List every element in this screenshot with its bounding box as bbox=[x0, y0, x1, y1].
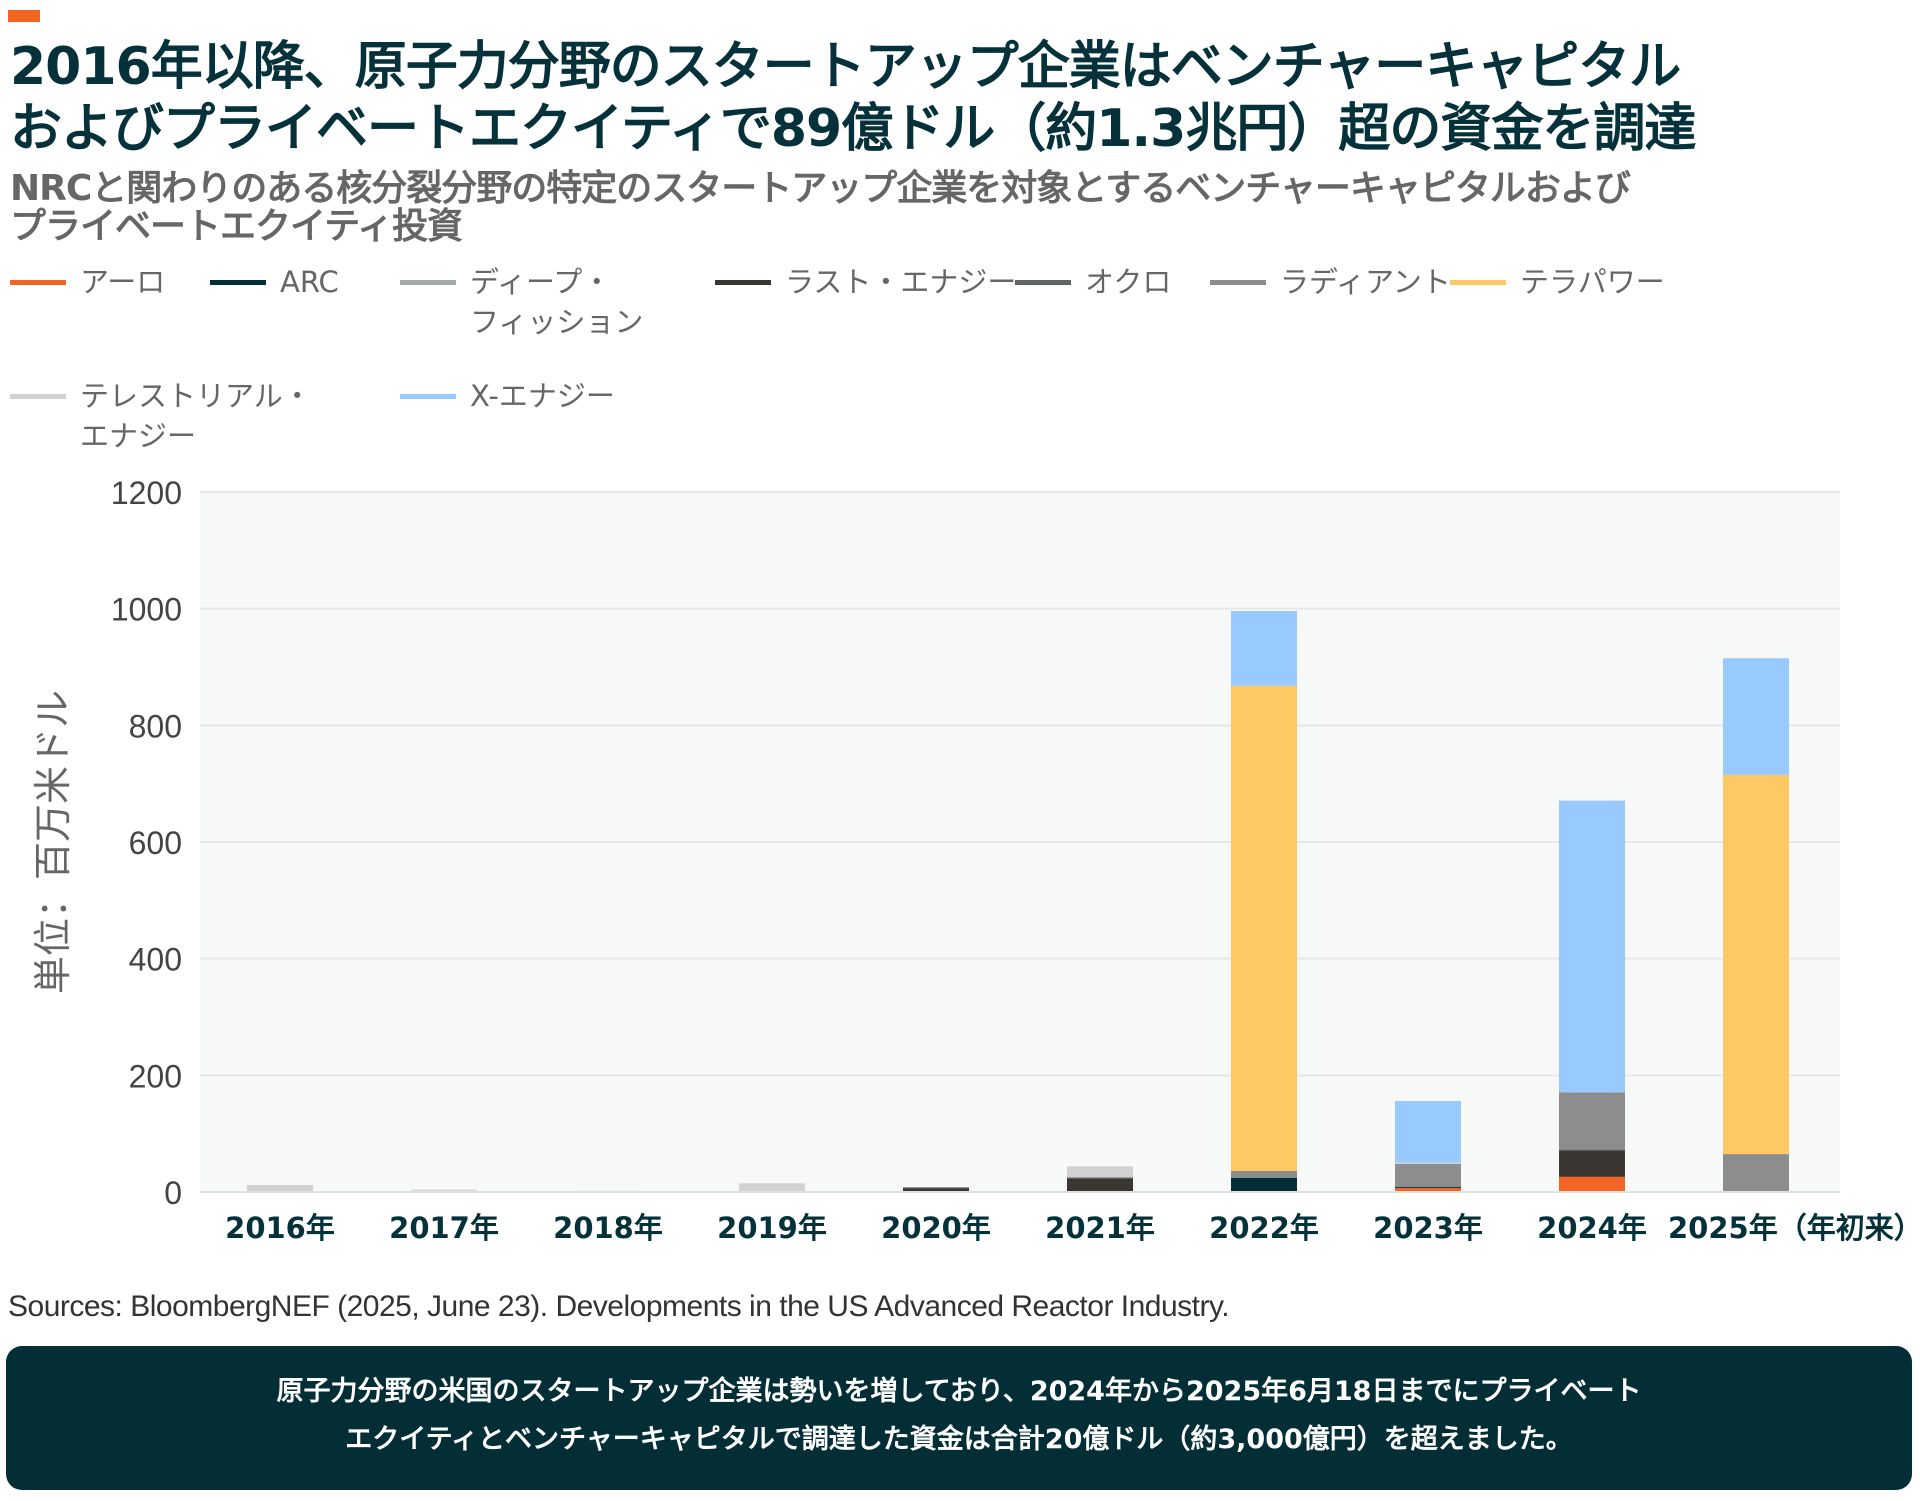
bar-segment bbox=[1559, 1176, 1625, 1192]
legend-label: ARC bbox=[280, 265, 339, 299]
chart-subtitle: NRCと関わりのある核分裂分野の特定のスタートアップ企業を対象とするベンチャーキ… bbox=[10, 170, 1910, 246]
title-line-2: およびプライベートエクイティで89億ドル（約1.3兆円）超の資金を調達 bbox=[10, 99, 1696, 159]
x-tick-label: 2018年 bbox=[553, 1211, 663, 1245]
y-axis-label: 単位：百万米ドル bbox=[31, 690, 75, 994]
x-tick-label: 2017年 bbox=[389, 1211, 499, 1245]
legend-label: ラディアント bbox=[1280, 265, 1451, 299]
legend-item: X-エナジー bbox=[400, 376, 615, 416]
legend-item: ディープ・ フィッション bbox=[400, 262, 643, 342]
x-tick-label: 2020年 bbox=[881, 1211, 991, 1245]
bar-segment bbox=[1231, 611, 1297, 686]
chart-title: 2016年以降、原子力分野のスタートアップ企業はベンチャーキャピタル およびプラ… bbox=[10, 36, 1910, 160]
bar-segment bbox=[1559, 800, 1625, 1093]
legend-label: オクロ bbox=[1085, 265, 1172, 299]
bar-segment bbox=[903, 1188, 969, 1192]
bar-segment bbox=[1723, 774, 1789, 1155]
bar-segment bbox=[1231, 685, 1297, 1171]
legend-item: ARC bbox=[210, 262, 339, 302]
stacked-bar-chart: 0 200 400 600 800 1000 1200 単位：百万米ドル 2016年 2017年 2… bbox=[31, 475, 1920, 1245]
legend-label: アーロ bbox=[80, 265, 166, 299]
bar-segment bbox=[411, 1189, 477, 1192]
bar-segment bbox=[1395, 1162, 1461, 1164]
bar-segment bbox=[247, 1185, 313, 1192]
legend-item: ラスト・エナジー bbox=[715, 262, 1016, 302]
y-tick-label: 200 bbox=[129, 1058, 182, 1094]
bar-segment bbox=[1395, 1187, 1461, 1192]
legend-label: X-エナジー bbox=[470, 379, 615, 413]
y-tick-label: 600 bbox=[129, 825, 182, 861]
bar-segment bbox=[1559, 1150, 1625, 1177]
legend-swatch bbox=[1015, 280, 1071, 285]
legend-label: テラパワー bbox=[1520, 265, 1665, 299]
callout-line-2: エクイティとベンチャーキャピタルで調達した資金は合計20億ドル（約3,000億円… bbox=[345, 1424, 1573, 1455]
y-tick-label: 800 bbox=[129, 708, 182, 744]
bar-segment bbox=[1067, 1177, 1133, 1179]
legend-swatch bbox=[10, 280, 66, 285]
legend-swatch bbox=[10, 394, 66, 399]
accent-mark bbox=[8, 10, 40, 22]
source-note: Sources: BloombergNEF (2025, June 23). D… bbox=[8, 1290, 1230, 1323]
subtitle-line-1: NRCと関わりのある核分裂分野の特定のスタートアップ企業を対象とするベンチャーキ… bbox=[10, 168, 1631, 209]
y-tick-label: 1000 bbox=[111, 592, 182, 628]
bar-segment bbox=[1559, 1092, 1625, 1150]
bar-segment bbox=[1067, 1166, 1133, 1178]
x-tick-label: 2021年 bbox=[1045, 1211, 1155, 1245]
legend-label: ディープ・ フィッション bbox=[470, 265, 644, 339]
legend-label: テレストリアル・ エナジー bbox=[80, 379, 312, 453]
bar-segment bbox=[1231, 1178, 1297, 1192]
bar-segment bbox=[1559, 1149, 1625, 1151]
x-tick-label: 2025年（年初来） bbox=[1668, 1211, 1920, 1245]
legend-swatch bbox=[400, 280, 456, 285]
subtitle-line-2: プライベートエクイティ投資 bbox=[10, 206, 463, 247]
title-line-1: 2016年以降、原子力分野のスタートアップ企業はベンチャーキャピタル bbox=[10, 37, 1681, 97]
bar-segment bbox=[1723, 658, 1789, 775]
legend-item: ラディアント bbox=[1210, 262, 1451, 302]
bar-segment bbox=[903, 1187, 969, 1189]
chart-legend: アーロ ARC ディープ・ フィッション ラスト・エナジー オクロ ラディアント テラパワー… bbox=[10, 262, 1910, 462]
legend-label: ラスト・エナジー bbox=[785, 265, 1017, 299]
x-tick-label: 2016年 bbox=[225, 1211, 335, 1245]
x-tick-label: 2023年 bbox=[1373, 1211, 1483, 1245]
bar-segment bbox=[1395, 1186, 1461, 1188]
legend-item: テラパワー bbox=[1450, 262, 1665, 302]
bar-segment bbox=[1395, 1164, 1461, 1187]
bar-segment bbox=[1231, 1171, 1297, 1178]
x-tick-label: 2024年 bbox=[1537, 1211, 1647, 1245]
legend-item: オクロ bbox=[1015, 262, 1171, 302]
y-tick-label: 400 bbox=[129, 942, 182, 978]
callout-line-1: 原子力分野の米国のスタートアップ企業は勢いを増しており、2024年から2025年… bbox=[276, 1376, 1642, 1407]
callout-box: 原子力分野の米国のスタートアップ企業は勢いを増しており、2024年から2025年… bbox=[6, 1346, 1912, 1490]
legend-swatch bbox=[1210, 280, 1266, 285]
legend-item: アーロ bbox=[10, 262, 165, 302]
legend-swatch bbox=[210, 280, 266, 285]
legend-swatch bbox=[715, 280, 771, 285]
bar-segment bbox=[1395, 1101, 1461, 1163]
y-tick-label: 1200 bbox=[111, 475, 182, 511]
x-tick-label: 2019年 bbox=[717, 1211, 827, 1245]
legend-swatch bbox=[400, 394, 456, 399]
bar-segment bbox=[1723, 1154, 1789, 1192]
bar-segment bbox=[739, 1183, 805, 1192]
legend-swatch bbox=[1450, 280, 1506, 285]
x-tick-label: 2022年 bbox=[1209, 1211, 1319, 1245]
legend-item: テレストリアル・ エナジー bbox=[10, 376, 312, 456]
bar-segment bbox=[1067, 1178, 1133, 1192]
y-tick-label: 0 bbox=[164, 1175, 182, 1211]
